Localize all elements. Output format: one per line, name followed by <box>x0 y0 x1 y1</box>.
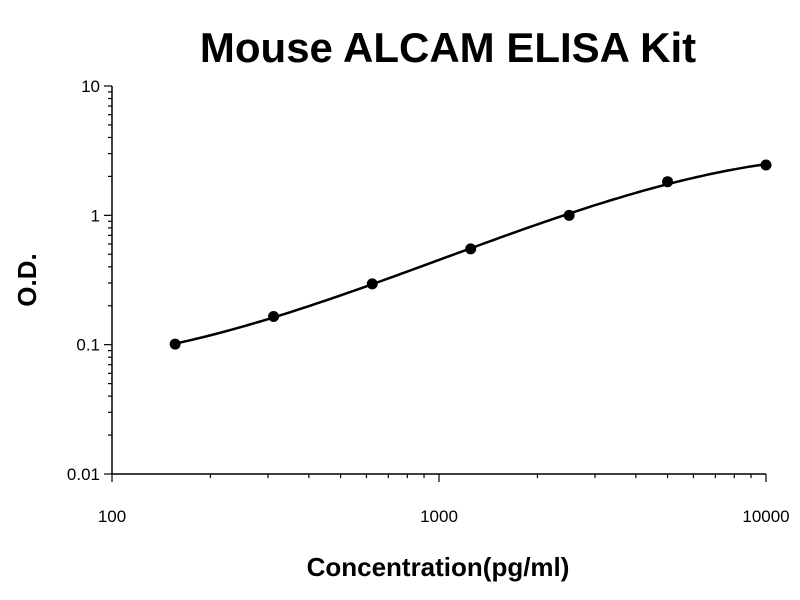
data-point <box>760 159 772 171</box>
x-tick-label: 100 <box>98 507 126 526</box>
data-point <box>465 243 477 255</box>
data-point <box>268 311 280 323</box>
y-axis-label: O.D. <box>12 253 42 306</box>
x-tick-label: 10000 <box>742 507 789 526</box>
data-point <box>563 209 575 221</box>
y-tick-label: 1 <box>91 206 100 225</box>
ticks-layer: 0.01 0.1 1 10 100 1000 10000 <box>67 77 790 526</box>
y-tick-label: 0.1 <box>76 336 100 355</box>
data-layer <box>169 159 772 350</box>
x-axis-label: Concentration(pg/ml) <box>307 552 570 582</box>
data-point <box>169 338 181 350</box>
chart-title: Mouse ALCAM ELISA Kit <box>200 24 696 71</box>
data-point <box>662 176 674 188</box>
y-tick-label: 0.01 <box>67 465 100 484</box>
data-point <box>366 278 378 290</box>
x-tick-label: 1000 <box>420 507 458 526</box>
y-tick-label: 10 <box>81 77 100 96</box>
